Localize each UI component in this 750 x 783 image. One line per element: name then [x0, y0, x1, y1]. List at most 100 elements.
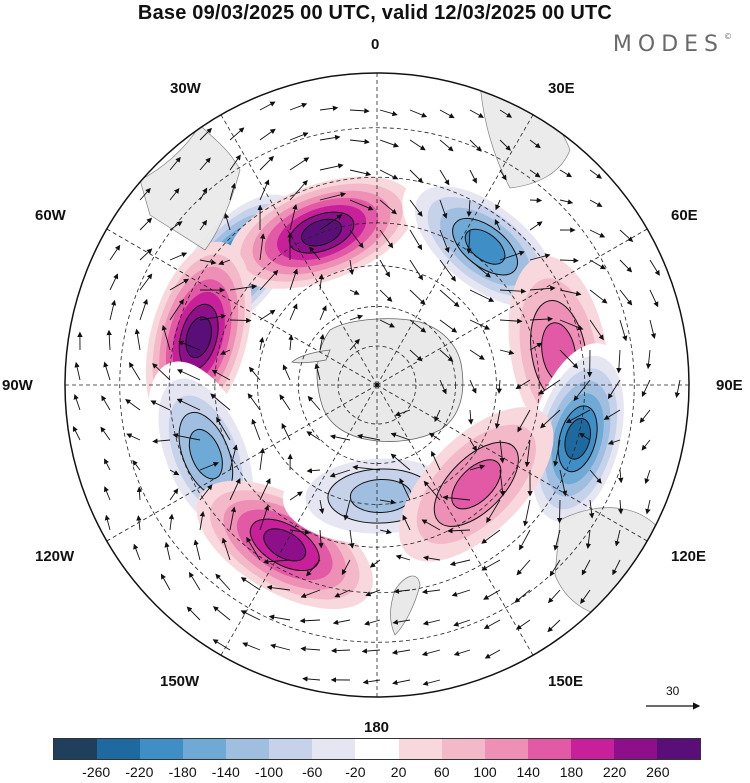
wind-vector [469, 289, 495, 302]
colorbar-swatch [656, 739, 700, 759]
wind-vector [302, 676, 321, 682]
wind-vector [431, 450, 441, 471]
wind-vector [282, 364, 291, 381]
wind-vector [221, 537, 231, 561]
colorbar-swatch [613, 739, 657, 759]
wind-vector [106, 329, 112, 351]
wind-vector [139, 217, 153, 231]
graticule-lines [65, 73, 689, 697]
wind-vector [589, 169, 602, 179]
wind-vector [211, 369, 231, 381]
wind-vector [306, 431, 321, 441]
wind-vector [394, 409, 411, 417]
wind-vector [466, 199, 472, 217]
wind-vector [172, 433, 201, 441]
wind-vector [603, 409, 621, 420]
wind-vector [229, 444, 238, 471]
latitude-circle [119, 127, 635, 643]
wind-vector [289, 529, 311, 535]
wind-vector [259, 269, 279, 291]
wind-vector [109, 273, 119, 291]
wind-vector [168, 513, 175, 531]
wind-vector [259, 128, 276, 141]
wind-vector [453, 649, 471, 657]
wind-vector [199, 510, 206, 531]
lon-label-150w: 150W [160, 673, 200, 690]
colorbar-swatch [312, 739, 356, 759]
wind-vector [529, 285, 556, 292]
wind-vector [73, 393, 81, 411]
wind-vector [349, 289, 360, 295]
lon-label-180: 180 [364, 719, 390, 736]
wind-vector [331, 647, 351, 654]
wind-vector [619, 259, 633, 273]
colorbar-swatch [97, 739, 141, 759]
wind-vector [449, 559, 471, 567]
wind-vector [469, 109, 485, 118]
wind-vector [193, 539, 201, 561]
wind-vector [125, 399, 141, 411]
wind-vector [349, 169, 372, 177]
wind-vector [343, 499, 351, 521]
lon-label-60w: 60W [35, 207, 66, 224]
wind-vector [319, 214, 343, 231]
wind-vector [270, 643, 291, 651]
wind-vector [152, 438, 171, 444]
wind-vector [352, 464, 381, 471]
wind-vector [259, 309, 276, 321]
meridian-line [376, 384, 648, 542]
wind-vector [469, 169, 477, 184]
wind-vector [422, 679, 441, 686]
wind-vector [409, 289, 426, 305]
wind-vector [442, 494, 471, 501]
map-title: Base 09/03/2025 00 UTC, valid 12/03/2025… [137, 2, 613, 24]
colorbar-swatch [527, 739, 571, 759]
wind-vector [409, 349, 423, 362]
wind-vector [409, 319, 427, 333]
wind-vector [391, 649, 411, 655]
colorbar-label: 180 [559, 764, 584, 780]
wind-vector [529, 197, 543, 203]
wind-vector [379, 139, 399, 148]
wind-vector [169, 221, 183, 231]
wind-vectors [72, 101, 681, 686]
wind-vector [619, 229, 634, 243]
wind-vector [516, 559, 531, 576]
colorbar-label: 260 [646, 764, 670, 780]
wind-vector [484, 649, 501, 659]
meridian-line [220, 114, 378, 386]
wind-vector [364, 619, 381, 626]
wind-vector [361, 648, 381, 654]
map-border [64, 72, 690, 698]
wind-vector [169, 252, 188, 261]
colorbar-swatch [226, 739, 270, 759]
wind-vector [300, 646, 321, 652]
wind-vector [468, 409, 474, 425]
wind-vector [362, 679, 381, 685]
wind-vector [104, 458, 111, 471]
wind-vector [139, 248, 153, 261]
wind-vector [641, 379, 651, 397]
wind-vector [515, 379, 531, 390]
wind-vector [674, 379, 681, 398]
wind-vector [580, 589, 591, 605]
wind-vector [134, 328, 141, 351]
wind-vector [538, 379, 561, 395]
wind-vector [390, 453, 411, 471]
wind-vector [169, 188, 180, 201]
wind-vector [499, 439, 505, 464]
wind-vector [319, 163, 344, 171]
meridian-line [106, 384, 378, 542]
wind-vector [319, 105, 339, 111]
wind-vector [289, 102, 308, 111]
wind-vector [74, 361, 81, 381]
wind-vector [369, 559, 381, 568]
wind-vector [409, 109, 428, 118]
wind-vector [494, 219, 501, 231]
australia-coast [554, 507, 663, 617]
wind-vector [169, 278, 190, 291]
colorbar-swatch [570, 739, 614, 759]
wind-vector [319, 192, 347, 201]
wind-vector [188, 571, 201, 591]
colorbar-label: 220 [602, 764, 627, 780]
